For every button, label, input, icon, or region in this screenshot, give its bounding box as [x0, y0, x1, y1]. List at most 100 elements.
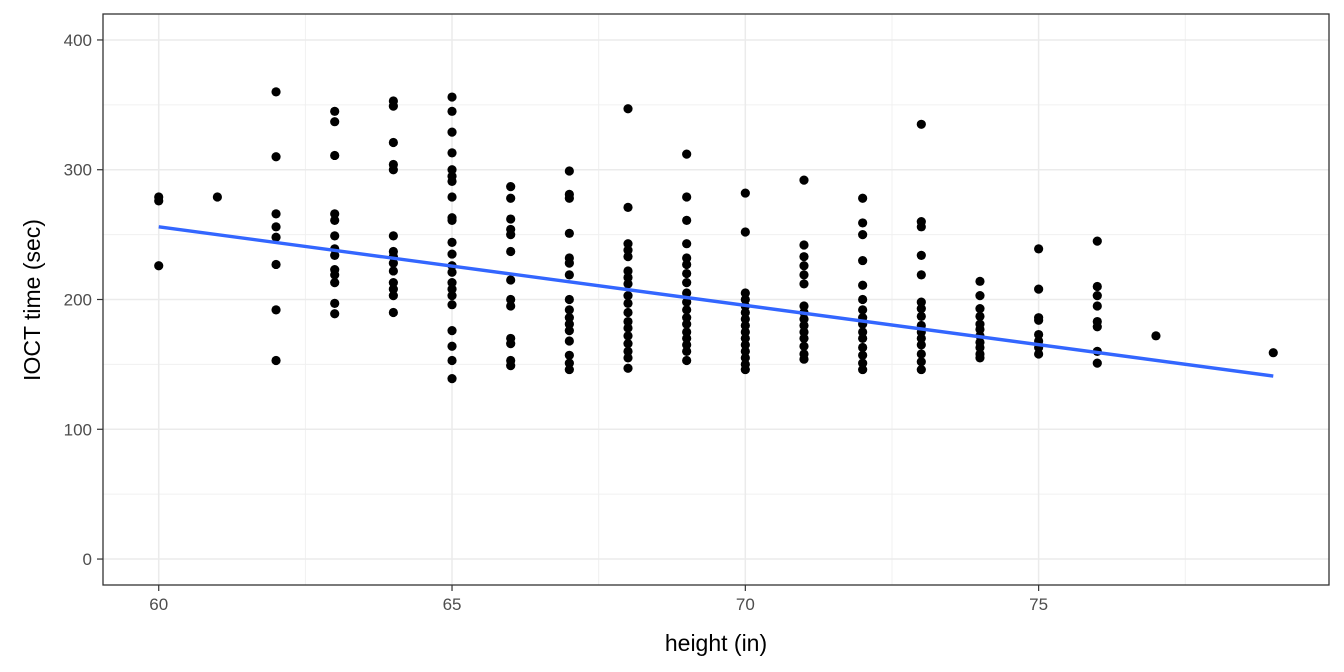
data-point [564, 270, 574, 280]
data-point [799, 314, 809, 324]
data-point [271, 232, 281, 242]
data-point [975, 353, 985, 363]
data-point [564, 336, 574, 346]
data-point [975, 311, 985, 321]
data-point [564, 305, 574, 315]
data-point [682, 327, 692, 337]
data-point [740, 288, 750, 298]
data-point [740, 320, 750, 331]
data-point [1034, 315, 1044, 325]
data-point [388, 165, 398, 175]
data-point [1092, 236, 1102, 246]
data-point [564, 228, 574, 238]
data-point [623, 202, 633, 212]
data-point [623, 266, 633, 276]
data-point [682, 313, 692, 323]
data-point [330, 209, 340, 219]
data-point [682, 319, 692, 329]
data-point [975, 291, 985, 301]
data-point [623, 245, 633, 255]
data-point [623, 339, 633, 349]
data-point [916, 357, 926, 367]
data-point [740, 333, 750, 344]
data-point [799, 354, 809, 364]
data-point [1092, 291, 1102, 301]
data-point [1034, 284, 1044, 294]
data-point [623, 316, 633, 327]
x-tick-label: 60 [149, 595, 168, 614]
data-point [858, 364, 868, 375]
data-point [975, 303, 985, 314]
data-point [1034, 349, 1044, 359]
data-point [447, 215, 457, 225]
data-point [506, 246, 516, 257]
data-point [975, 324, 985, 334]
data-point [271, 259, 281, 270]
data-point [858, 294, 868, 305]
data-point [682, 215, 692, 225]
data-point [271, 152, 281, 162]
x-axis-title: height (in) [665, 630, 767, 656]
data-point [682, 268, 692, 279]
data-point [858, 333, 868, 344]
data-point [212, 192, 222, 202]
data-point [447, 267, 457, 277]
data-point [682, 259, 692, 270]
data-point [506, 294, 516, 305]
data-point [682, 346, 692, 357]
data-point [388, 231, 398, 241]
data-point [388, 258, 398, 268]
data-point [330, 150, 340, 161]
data-point [799, 327, 809, 337]
data-point [916, 364, 926, 375]
data-point [916, 250, 926, 260]
data-point [858, 280, 868, 290]
data-point [916, 311, 926, 321]
data-point [623, 323, 633, 333]
data-point [916, 340, 926, 350]
data-point [623, 279, 633, 289]
data-point [916, 270, 926, 280]
data-point [1268, 348, 1278, 358]
data-point [271, 209, 281, 219]
data-point [858, 327, 868, 337]
data-point [682, 149, 692, 159]
data-point [623, 252, 633, 262]
data-point [858, 350, 868, 360]
y-tick-label: 400 [64, 31, 92, 50]
data-point [916, 349, 926, 359]
data-point [623, 272, 633, 283]
data-point [330, 215, 340, 225]
data-point [916, 222, 926, 232]
data-point [916, 333, 926, 344]
data-point [447, 341, 457, 351]
data-point [1034, 329, 1044, 340]
data-point [564, 326, 574, 336]
data-point [388, 278, 398, 288]
y-axis-title: IOCT time (sec) [19, 219, 45, 381]
data-point [447, 148, 457, 158]
x-tick-label: 70 [736, 595, 755, 614]
data-point [858, 305, 868, 315]
data-point [447, 278, 457, 288]
data-point [740, 188, 750, 198]
data-point [1092, 301, 1102, 311]
data-point [506, 301, 516, 311]
data-point [799, 279, 809, 289]
data-point [506, 275, 516, 285]
data-point [1092, 281, 1102, 292]
data-point [271, 305, 281, 315]
data-point [388, 137, 398, 148]
data-point [916, 303, 926, 314]
data-point [447, 165, 457, 175]
data-point [330, 278, 340, 288]
data-point [682, 297, 692, 307]
data-point [388, 307, 398, 318]
data-point [447, 326, 457, 336]
data-point [1092, 358, 1102, 368]
data-point [330, 117, 340, 127]
data-point [799, 252, 809, 262]
data-point [447, 374, 457, 384]
data-point [388, 266, 398, 276]
data-point [858, 358, 868, 368]
